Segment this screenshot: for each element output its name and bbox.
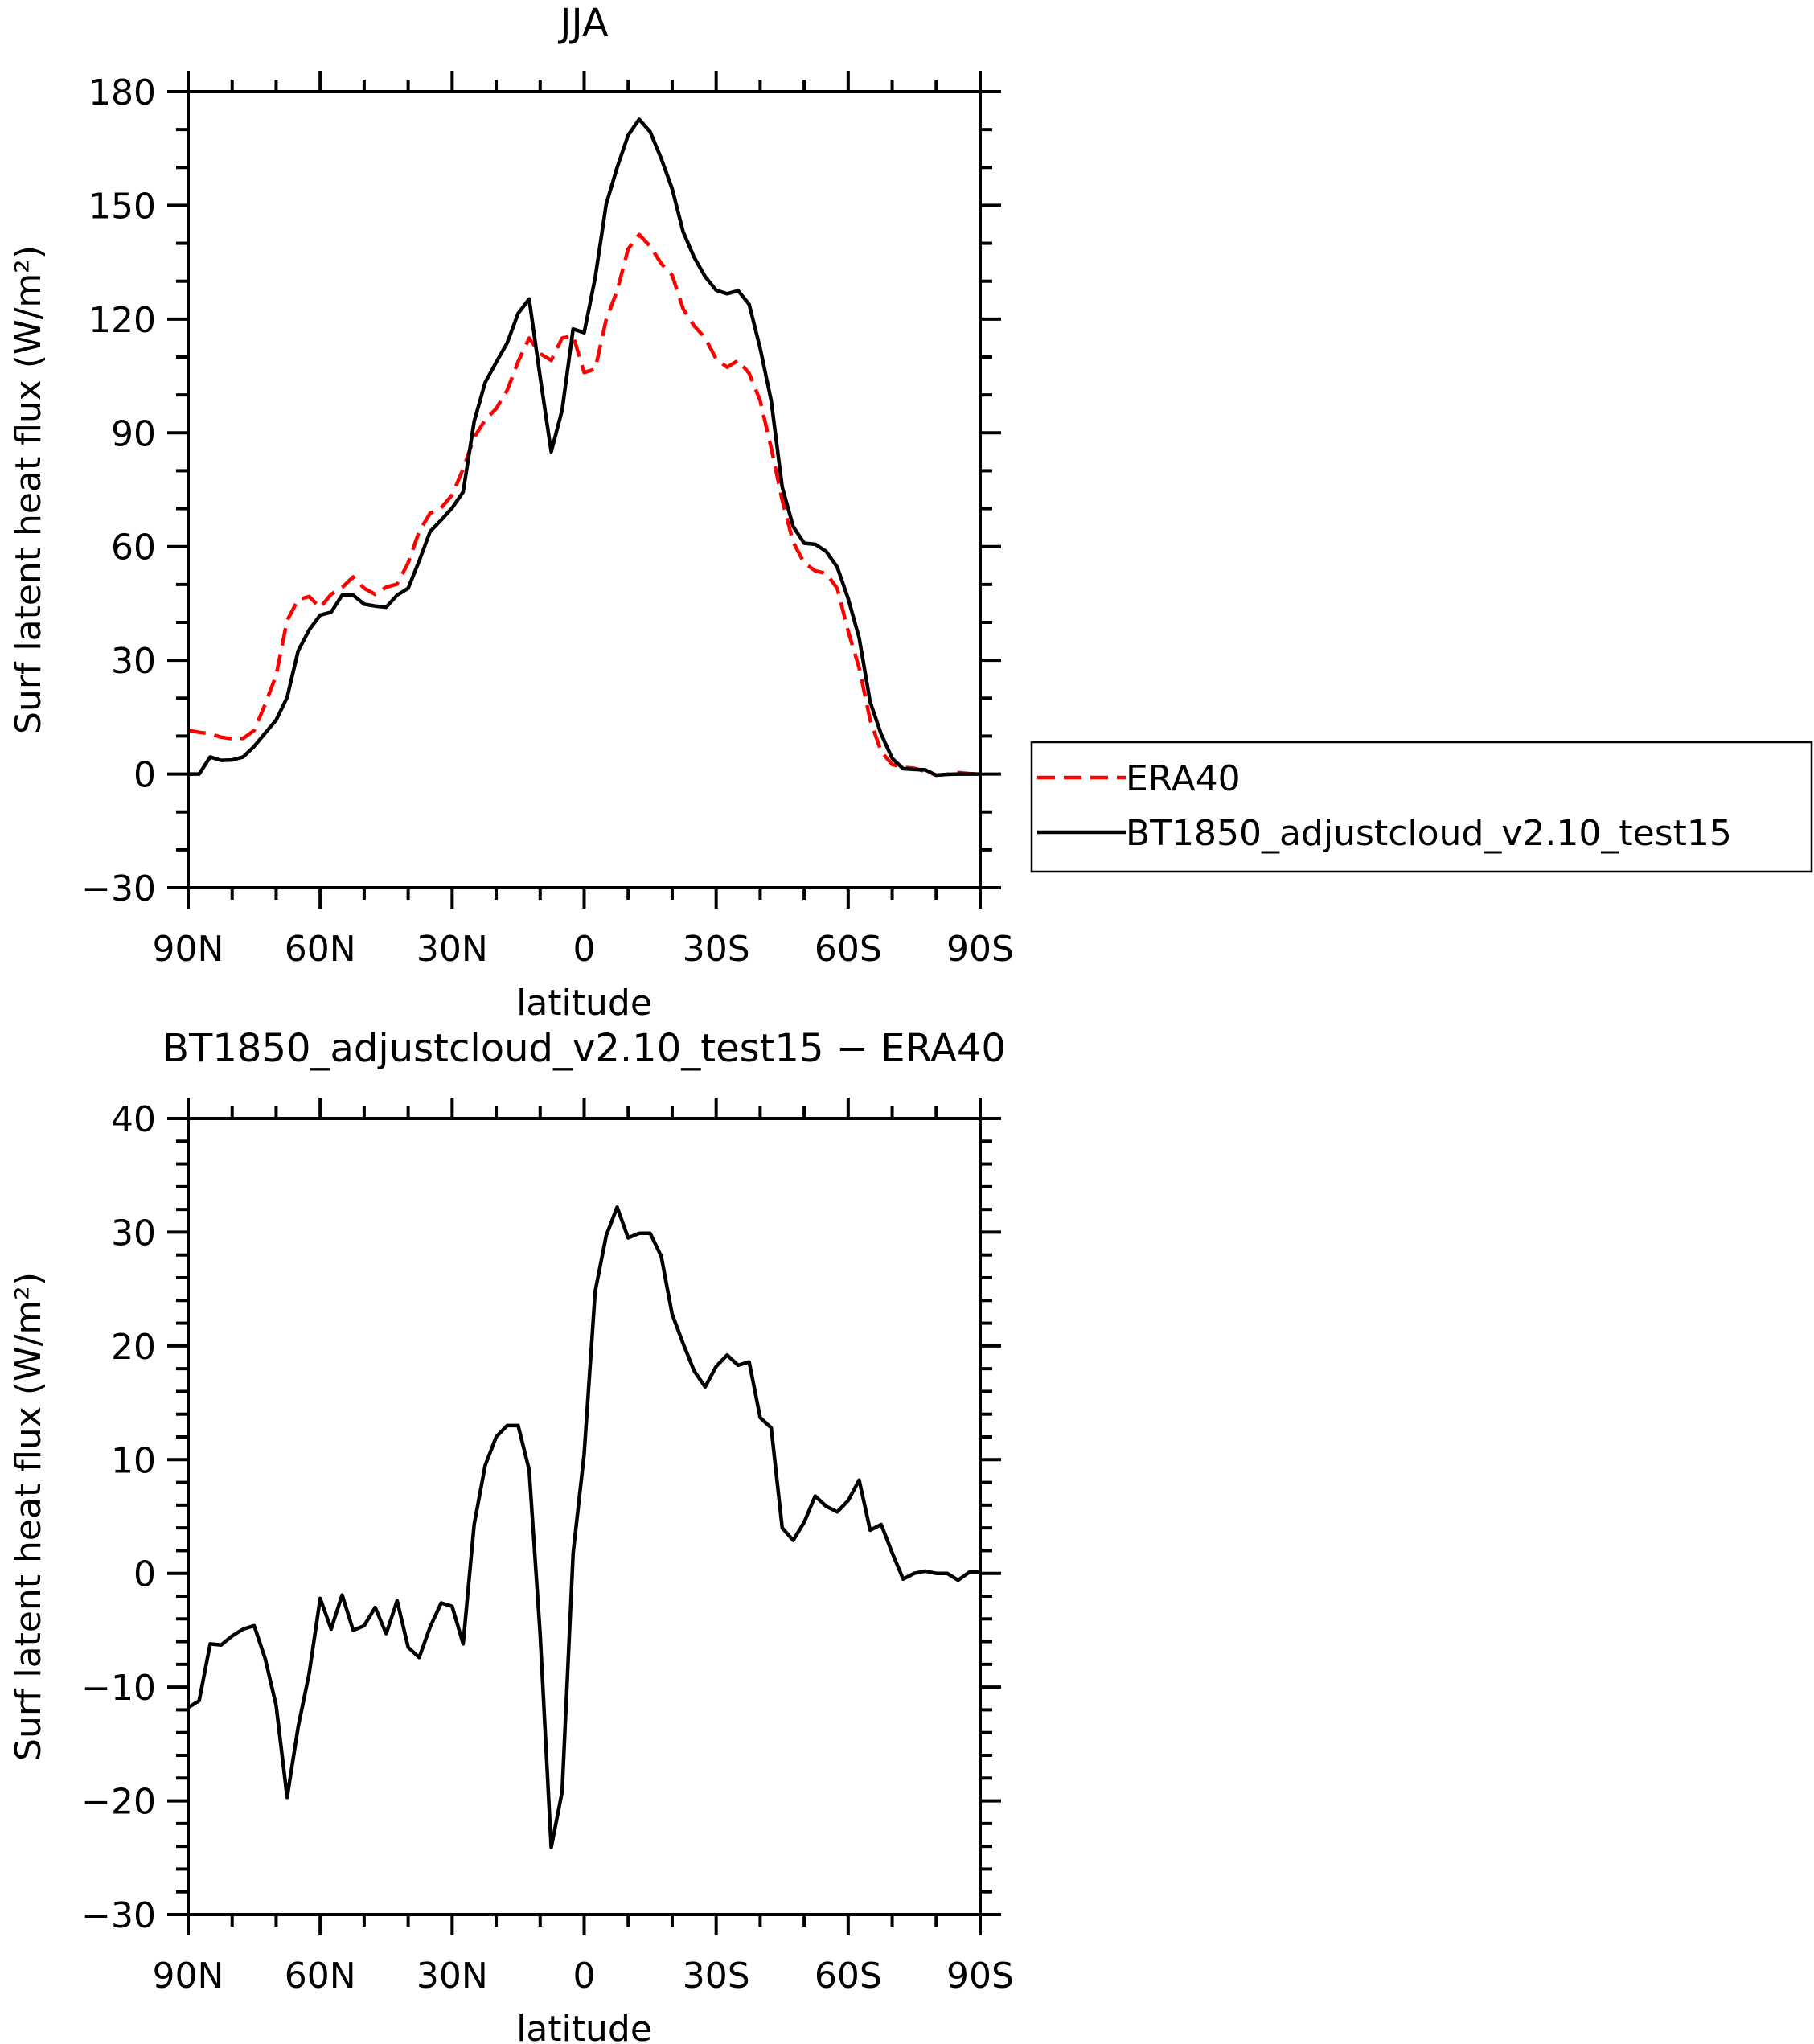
- y-tick-label: −10: [81, 1668, 156, 1709]
- y-tick-label: 40: [111, 1099, 156, 1140]
- y-tick-label: 90: [111, 413, 156, 454]
- x-tick-label: 30N: [417, 1956, 488, 1997]
- x-tick-label: 60S: [815, 1956, 882, 1997]
- y-axis-label: Surf latent heat flux (W/m²): [8, 245, 49, 734]
- y-tick-label: 120: [88, 300, 156, 341]
- chart-title: BT1850_adjustcloud_v2.10_test15 − ERA40: [162, 1026, 1006, 1071]
- y-tick-label: 0: [133, 755, 156, 796]
- series-line-difference: [187, 1205, 980, 1849]
- y-tick-label: 150: [88, 186, 156, 227]
- x-tick-label: 0: [573, 1956, 596, 1997]
- plot-frame: [187, 1117, 982, 1916]
- y-tick-label: −20: [81, 1782, 156, 1823]
- y-tick-label: 60: [111, 527, 156, 568]
- panel-2: [167, 1098, 1001, 1935]
- y-tick-label: 30: [111, 641, 156, 682]
- x-tick-label: 30S: [683, 929, 750, 970]
- x-tick-label: 90N: [153, 1956, 224, 1997]
- plot-frame: [187, 90, 982, 889]
- y-tick-label: 180: [88, 72, 156, 113]
- chart-title: JJA: [557, 1, 608, 46]
- legend: [1030, 741, 1813, 873]
- panel-1: [167, 71, 1001, 909]
- x-axis-label: latitude: [516, 2009, 652, 2044]
- y-tick-label: −30: [81, 1895, 156, 1936]
- y-tick-label: 10: [111, 1440, 156, 1481]
- series-line-era40: [187, 232, 981, 778]
- x-tick-label: 30N: [417, 929, 488, 970]
- y-tick-label: −30: [81, 868, 156, 909]
- x-axis-label: latitude: [516, 983, 652, 1024]
- x-tick-label: 60S: [815, 929, 882, 970]
- y-tick-label: 20: [111, 1327, 156, 1368]
- legend-label: BT1850_adjustcloud_v2.10_test15: [1126, 813, 1732, 854]
- x-tick-label: 90S: [946, 929, 1014, 970]
- x-tick-label: 30S: [683, 1956, 750, 1997]
- x-tick-label: 60N: [285, 1956, 356, 1997]
- x-tick-label: 90S: [946, 1956, 1014, 1997]
- series-line-bt1850-adjustcloud-v2-10-test15: [188, 117, 980, 778]
- y-axis-label: Surf latent heat flux (W/m²): [8, 1272, 49, 1761]
- x-tick-label: 0: [573, 929, 596, 970]
- legend-box: [1030, 741, 1813, 873]
- legend-label: ERA40: [1126, 758, 1241, 799]
- y-tick-label: 0: [133, 1554, 156, 1595]
- y-tick-label: 30: [111, 1213, 156, 1254]
- x-tick-label: 90N: [153, 929, 224, 970]
- x-tick-label: 60N: [285, 929, 356, 970]
